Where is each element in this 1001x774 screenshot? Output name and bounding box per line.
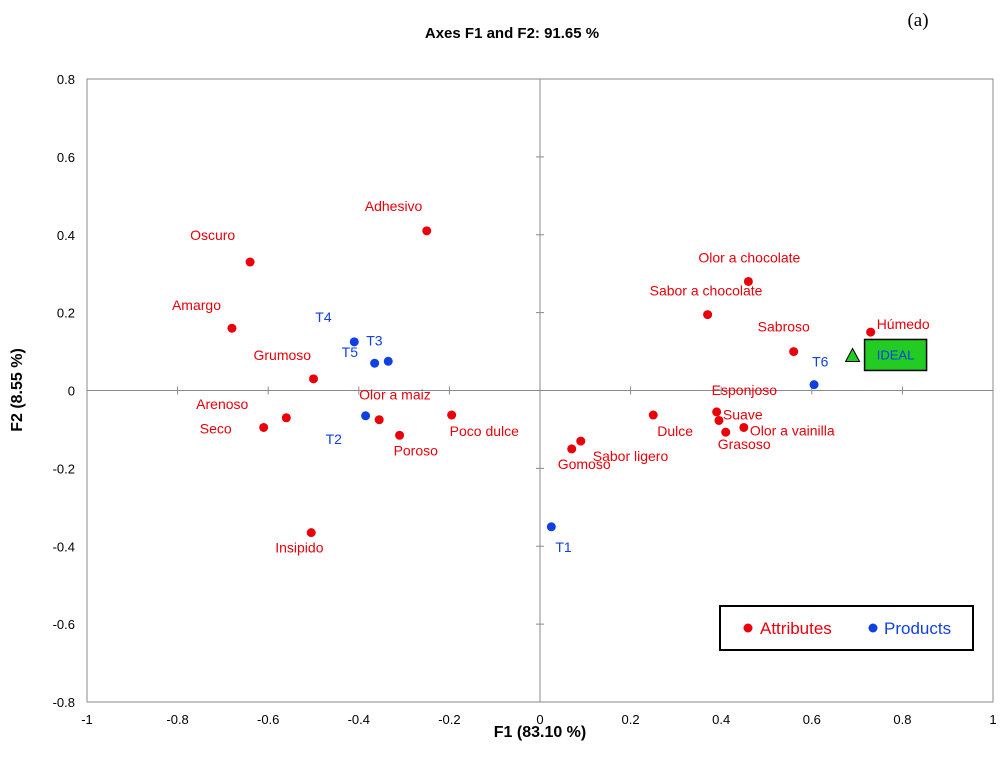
point-t5 [370, 358, 380, 368]
point-t6 [809, 380, 819, 390]
point-label-amargo: Amargo [172, 297, 221, 313]
point-label-poco-dulce: Poco dulce [450, 423, 519, 439]
x-tick-label: 1 [989, 712, 996, 727]
point-dulce [648, 410, 658, 420]
legend-box [719, 605, 974, 651]
point-amargo [227, 323, 237, 333]
x-tick-label: -0.2 [438, 712, 460, 727]
point-sabroso [789, 347, 799, 357]
y-tick-label: -0.8 [53, 695, 75, 710]
point-seco [259, 422, 269, 432]
y-tick-label: 0.6 [57, 150, 75, 165]
panel-label: (a) [907, 10, 928, 31]
point-adhesivo [422, 226, 432, 236]
y-tick-label: -0.6 [53, 617, 75, 632]
y-tick-label: -0.4 [53, 539, 75, 554]
point-label-poroso: Poroso [394, 442, 439, 458]
x-tick-label: 0 [536, 712, 543, 727]
point-label-t3: T3 [366, 332, 383, 348]
legend-attributes-label: Attributes [760, 619, 832, 638]
point-gomoso [567, 444, 577, 454]
ideal-marker [844, 347, 861, 362]
point-grasoso [721, 427, 731, 437]
point-sabor-ligero [576, 436, 586, 446]
point-suave [714, 415, 724, 425]
point-label-grasoso: Grasoso [718, 436, 771, 452]
y-tick-label: 0.8 [57, 72, 75, 87]
point-sabor-a-chocolate [703, 310, 713, 320]
point-insipido [306, 528, 316, 538]
point-poroso [395, 430, 405, 440]
point-t4 [349, 337, 359, 347]
point-label-arenoso: Arenoso [196, 396, 248, 412]
x-tick-label: 0.2 [622, 712, 640, 727]
point-label-olor-a-chocolate: Olor a chocolate [698, 249, 800, 265]
point-humedo [866, 327, 876, 337]
point-label-olor-a-vainilla: Olor a vainilla [750, 422, 835, 438]
x-tick-label: 0.8 [893, 712, 911, 727]
legend-attributes-marker [743, 623, 753, 633]
point-olor-a-maiz [374, 415, 384, 425]
y-tick-label: 0.4 [57, 228, 75, 243]
point-label-adhesivo: Adhesivo [365, 198, 423, 214]
x-tick-label: -0.6 [257, 712, 279, 727]
chart-title: Axes F1 and F2: 91.65 % [425, 25, 599, 42]
point-label-sabor-ligero: Sabor ligero [593, 448, 669, 464]
point-label-sabroso: Sabroso [758, 319, 810, 335]
point-label-olor-a-maiz: Olor a maiz [359, 387, 431, 403]
point-arenoso [281, 413, 291, 423]
point-t2 [361, 411, 371, 421]
point-label-humedo: Húmedo [877, 316, 930, 332]
ideal-box [863, 338, 928, 372]
x-axis-label: F1 (83.10 %) [494, 724, 586, 741]
point-esponjoso [712, 407, 722, 417]
point-label-t5: T5 [342, 344, 359, 360]
point-label-suave: Suave [723, 406, 763, 422]
y-axis-label: F2 (8.55 %) [9, 348, 26, 432]
x-tick-label: 0.4 [712, 712, 730, 727]
point-label-t4: T4 [315, 309, 332, 325]
point-olor-a-vainilla [739, 422, 749, 432]
point-olor-a-chocolate [743, 276, 753, 286]
legend-products-label: Products [884, 619, 951, 638]
points-layer: Adhesivo Oscuro Amargo Grumoso Arenoso Seco Ol… [172, 198, 930, 556]
x-tick-label: 0.6 [803, 712, 821, 727]
x-tick-label: -0.8 [166, 712, 188, 727]
point-label-oscuro: Oscuro [190, 227, 235, 243]
point-label-sabor-a-chocolate: Sabor a chocolate [650, 283, 763, 299]
x-tick-label: -1 [81, 712, 93, 727]
legend-products-marker [868, 623, 878, 633]
point-label-seco: Seco [200, 420, 232, 436]
legend: Attributes Products [719, 605, 974, 651]
point-t1 [546, 522, 556, 532]
point-t3 [383, 356, 393, 366]
point-oscuro [245, 257, 255, 267]
point-grumoso [309, 374, 318, 384]
point-poco-dulce [447, 410, 457, 420]
y-tick-label: 0.2 [57, 306, 75, 321]
point-label-t1: T1 [555, 539, 572, 555]
point-label-esponjoso: Esponjoso [712, 382, 778, 398]
y-tick-label: 0 [68, 384, 75, 399]
point-label-grumoso: Grumoso [254, 347, 312, 363]
y-tick-label: -0.2 [53, 461, 75, 476]
point-label-t6: T6 [812, 354, 829, 370]
axes-layer: -1 -0.8 -0.6 -0.4 -0.2 0 0.2 0.4 0.6 0.8 1 -0.8 -0.6… [53, 72, 997, 727]
point-label-t2: T2 [326, 431, 343, 447]
ideal-label: IDEAL [877, 347, 915, 362]
x-tick-label: -0.4 [348, 712, 370, 727]
point-label-gomoso: Gomoso [558, 456, 611, 472]
point-label-dulce: Dulce [657, 423, 693, 439]
point-label-insipido: Insipido [275, 540, 323, 556]
